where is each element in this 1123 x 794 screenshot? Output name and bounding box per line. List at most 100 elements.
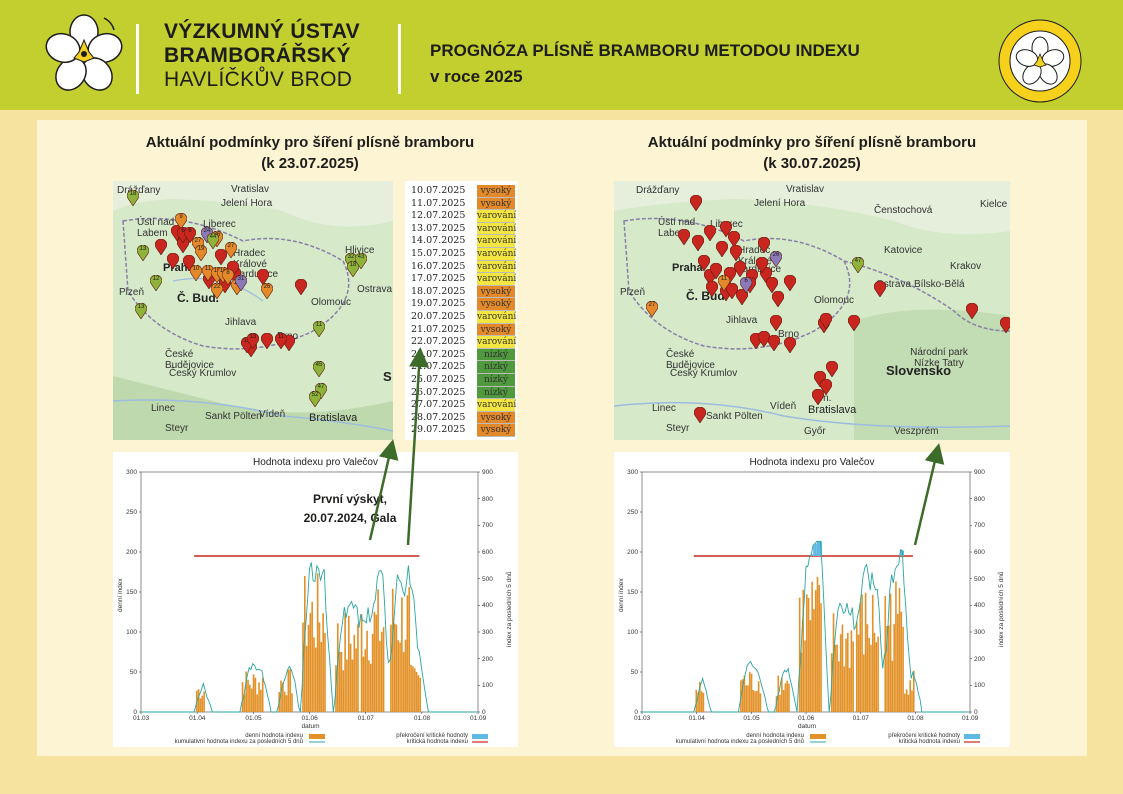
daily-bar	[417, 675, 420, 712]
map-marker[interactable]: 27	[646, 301, 658, 317]
map-marker[interactable]	[820, 379, 832, 395]
x-tick-label: 01.06	[798, 715, 815, 722]
daily-bar	[850, 630, 853, 712]
map-marker[interactable]	[874, 281, 886, 297]
map-label: Vratislav	[786, 184, 824, 195]
map-marker[interactable]	[826, 361, 838, 377]
map-marker[interactable]	[812, 389, 824, 405]
map-marker[interactable]	[698, 255, 710, 271]
map-label: Ostrava	[357, 284, 393, 295]
map-marker[interactable]	[1000, 317, 1010, 333]
map-marker[interactable]	[678, 229, 690, 245]
map-marker[interactable]: 6	[740, 277, 752, 293]
daily-bar	[873, 632, 876, 712]
map-marker[interactable]	[720, 221, 732, 237]
table-level: vysoký	[477, 197, 515, 211]
legend-label: překročení kritické hodnoty	[888, 733, 960, 739]
map-marker[interactable]	[766, 277, 778, 293]
map-marker[interactable]: 6	[184, 227, 196, 243]
map-marker[interactable]	[716, 241, 728, 257]
map-label: Olomouc	[814, 295, 855, 306]
map-marker[interactable]	[820, 313, 832, 329]
map-marker[interactable]: 22	[211, 283, 223, 299]
map-marker[interactable]	[756, 257, 768, 273]
map-marker-value: 45	[315, 362, 323, 368]
map-marker[interactable]: 13	[247, 333, 259, 349]
map-marker-value: 47	[854, 258, 862, 264]
map-marker[interactable]: 9	[175, 213, 187, 229]
map-marker[interactable]: 13	[135, 303, 147, 319]
map-marker[interactable]	[261, 333, 273, 349]
daily-bar	[868, 637, 870, 712]
map-marker[interactable]: 18	[347, 261, 359, 277]
map-marker[interactable]	[183, 255, 195, 271]
map-marker[interactable]	[784, 337, 796, 353]
table-row: 22.07.2025 varování	[405, 336, 517, 349]
map-marker[interactable]: 11	[275, 333, 287, 349]
map-marker[interactable]	[155, 239, 167, 255]
map-marker[interactable]	[177, 237, 189, 253]
daily-bar	[779, 694, 781, 712]
map-marker[interactable]: 44	[207, 233, 219, 249]
map-marker[interactable]: 11	[718, 275, 730, 291]
map-marker[interactable]: 27	[225, 242, 237, 258]
map-marker[interactable]	[690, 195, 702, 211]
map-marker[interactable]	[768, 335, 780, 351]
map-marker[interactable]	[706, 281, 718, 297]
exceedance-area	[813, 545, 815, 556]
map-marker[interactable]	[295, 279, 307, 295]
map-marker[interactable]	[848, 315, 860, 331]
daily-bar	[811, 581, 813, 712]
daily-bar	[346, 659, 348, 712]
map-marker[interactable]	[770, 315, 782, 331]
map-marker[interactable]	[734, 261, 746, 277]
map-label: Steyr	[666, 423, 690, 434]
map-marker[interactable]	[784, 275, 796, 291]
map-marker[interactable]	[736, 289, 748, 305]
daily-bar	[909, 680, 911, 712]
map-label: Sankt Pölten	[205, 411, 262, 422]
map-marker[interactable]: 13	[137, 245, 149, 261]
map-marker[interactable]: 26	[261, 283, 273, 299]
map-marker[interactable]: 43	[355, 253, 367, 269]
table-row: 24.07.2025 nízký	[405, 361, 517, 374]
map-marker[interactable]	[728, 231, 740, 247]
daily-bar	[875, 642, 878, 712]
map-marker[interactable]	[730, 245, 742, 261]
map-marker[interactable]	[692, 235, 704, 251]
map-marker[interactable]	[215, 249, 227, 265]
daily-bar	[399, 642, 401, 712]
daily-bar	[419, 677, 422, 712]
map-marker[interactable]: 19	[195, 245, 207, 261]
legend-label: kritická hodnota indexu	[406, 739, 468, 745]
daily-bar	[203, 691, 205, 712]
map-marker[interactable]	[710, 263, 722, 279]
y2-tick-label: 600	[482, 549, 493, 556]
map-marker[interactable]	[257, 269, 269, 285]
map-marker[interactable]: 47	[852, 257, 864, 273]
map-marker[interactable]	[167, 253, 179, 269]
daily-bar	[364, 649, 367, 712]
cumulative-line	[141, 562, 477, 713]
map-marker[interactable]	[758, 237, 770, 253]
table-date: 22.07.2025	[411, 336, 466, 348]
map-marker[interactable]: 52	[309, 391, 321, 407]
map-marker[interactable]: 12	[150, 275, 162, 291]
map-label: České Budějovice	[165, 349, 214, 371]
map-marker[interactable]	[772, 291, 784, 307]
map-marker[interactable]: 11	[313, 321, 325, 337]
map-marker[interactable]	[704, 225, 716, 241]
map-marker[interactable]	[966, 303, 978, 319]
map-label: Brno	[778, 329, 800, 340]
map-marker[interactable]: 31	[235, 275, 247, 291]
title-line-1: PROGNÓZA PLÍSNĚ BRAMBORU METODOU INDEXU	[430, 41, 860, 60]
exceedance-area	[814, 543, 817, 556]
daily-bar	[415, 671, 418, 712]
map-marker[interactable]: 18	[127, 190, 139, 206]
map-marker[interactable]: 26	[770, 251, 782, 267]
map-marker[interactable]: 45	[313, 361, 325, 377]
map-marker[interactable]: 8	[222, 269, 234, 285]
daily-bar	[904, 693, 906, 712]
map-marker[interactable]: 10	[190, 265, 202, 281]
map-marker[interactable]	[694, 407, 706, 423]
